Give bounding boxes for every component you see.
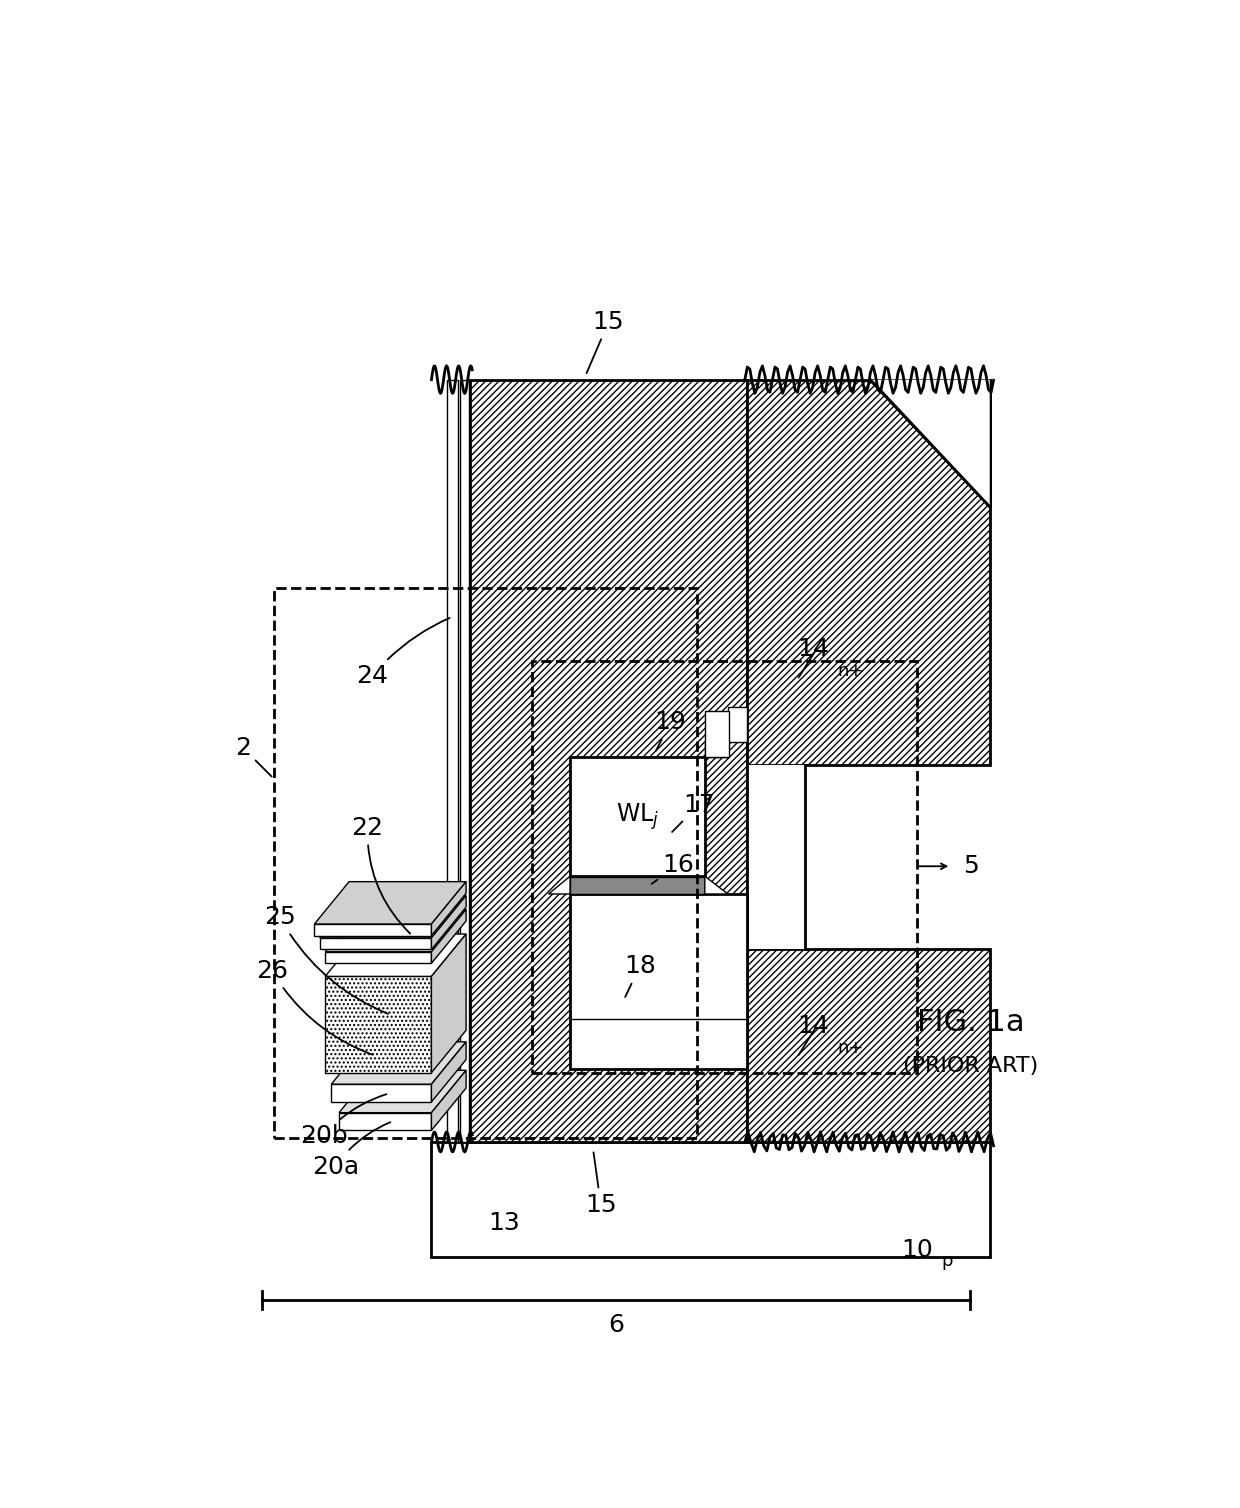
Polygon shape xyxy=(320,938,432,950)
Bar xyxy=(704,710,729,757)
Bar xyxy=(460,380,469,1142)
Bar xyxy=(274,588,697,1139)
Polygon shape xyxy=(339,1071,466,1113)
Polygon shape xyxy=(315,924,432,935)
Text: 20b: 20b xyxy=(300,1095,387,1148)
Text: 13: 13 xyxy=(489,1211,521,1235)
Polygon shape xyxy=(325,909,466,952)
Bar xyxy=(532,661,916,1072)
Bar xyxy=(432,1142,990,1258)
Text: n+: n+ xyxy=(837,662,863,680)
Text: 26: 26 xyxy=(255,959,373,1054)
Text: 25: 25 xyxy=(264,905,388,1013)
Polygon shape xyxy=(432,1071,466,1131)
Text: 14: 14 xyxy=(797,1015,830,1039)
Bar xyxy=(748,950,990,1142)
Text: 24: 24 xyxy=(356,618,450,688)
Polygon shape xyxy=(432,909,466,964)
Text: 2: 2 xyxy=(234,736,272,777)
Polygon shape xyxy=(432,1042,466,1102)
Polygon shape xyxy=(331,1042,466,1084)
Bar xyxy=(570,757,704,876)
Bar xyxy=(570,878,704,894)
Bar xyxy=(748,380,990,765)
Text: p: p xyxy=(941,1252,952,1270)
Polygon shape xyxy=(331,1084,432,1102)
Text: 17: 17 xyxy=(672,793,715,832)
Polygon shape xyxy=(432,933,466,1072)
Polygon shape xyxy=(325,952,432,964)
Polygon shape xyxy=(432,896,466,950)
Bar xyxy=(446,380,459,1142)
Polygon shape xyxy=(432,882,466,935)
Polygon shape xyxy=(704,707,748,757)
Text: WL$_j$: WL$_j$ xyxy=(616,801,660,832)
Polygon shape xyxy=(870,380,990,507)
Text: 15: 15 xyxy=(585,1152,616,1217)
Bar xyxy=(570,894,748,1069)
Polygon shape xyxy=(320,896,466,938)
Text: 6: 6 xyxy=(609,1313,624,1338)
Text: 15: 15 xyxy=(587,309,625,372)
Polygon shape xyxy=(870,380,990,507)
Text: 22: 22 xyxy=(352,816,410,933)
Text: 18: 18 xyxy=(624,955,656,997)
Text: 19: 19 xyxy=(655,710,687,751)
Polygon shape xyxy=(325,976,432,1072)
Text: n+: n+ xyxy=(837,1039,863,1057)
Text: FIG. 1a: FIG. 1a xyxy=(916,1007,1024,1038)
Polygon shape xyxy=(325,933,466,976)
Text: (PRIOR ART): (PRIOR ART) xyxy=(903,1057,1038,1077)
Text: 14: 14 xyxy=(797,636,830,661)
Bar xyxy=(470,380,748,1142)
Polygon shape xyxy=(548,876,570,894)
Polygon shape xyxy=(339,1113,432,1131)
Text: 16: 16 xyxy=(652,852,694,884)
Text: 10: 10 xyxy=(901,1238,932,1262)
Bar xyxy=(748,765,805,950)
Text: 20a: 20a xyxy=(311,1122,391,1179)
Polygon shape xyxy=(315,882,466,924)
Polygon shape xyxy=(704,876,728,894)
Text: 5: 5 xyxy=(962,854,978,878)
